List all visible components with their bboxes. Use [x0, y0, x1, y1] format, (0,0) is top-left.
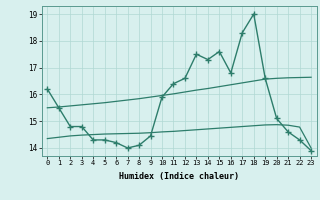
X-axis label: Humidex (Indice chaleur): Humidex (Indice chaleur) — [119, 172, 239, 181]
